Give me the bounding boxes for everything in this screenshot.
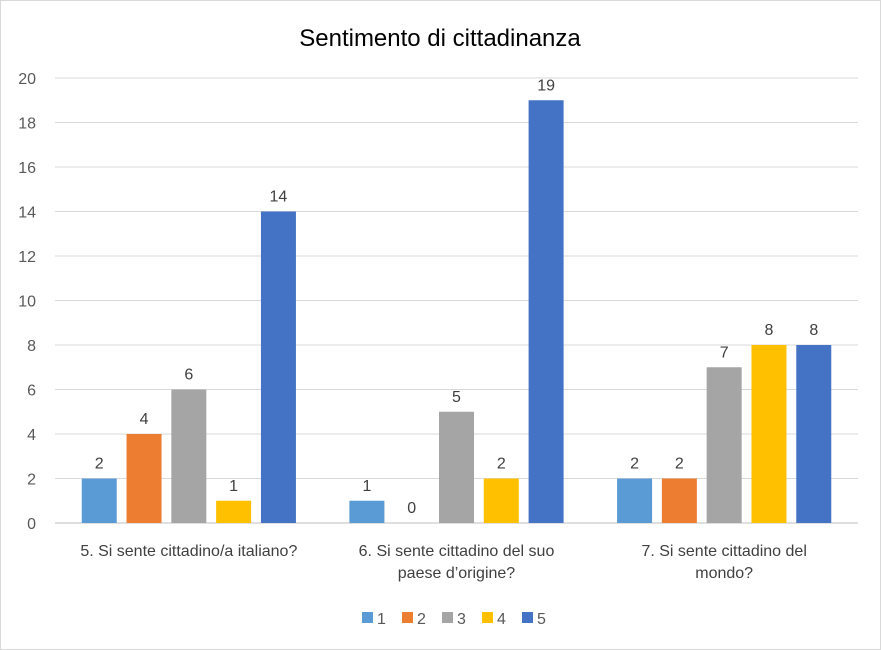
legend-label: 1: [377, 611, 386, 628]
legend-swatch-2: [402, 612, 413, 623]
x-tick-label: mondo?: [695, 565, 753, 582]
data-label: 8: [809, 322, 818, 339]
legend-label: 3: [457, 611, 466, 628]
legend-swatch-1: [362, 612, 373, 623]
bar-1: [349, 500, 385, 523]
legend-swatch-3: [442, 612, 453, 623]
bar-4: [483, 478, 519, 523]
y-tick-label: 16: [18, 160, 36, 177]
legend-swatch-5: [522, 612, 533, 623]
x-tick-label: paese d’origine?: [398, 565, 516, 582]
legend-label: 2: [417, 611, 426, 628]
data-label: 1: [362, 478, 371, 495]
data-label: 14: [270, 189, 288, 206]
bar-2: [661, 478, 697, 523]
legend-label: 5: [537, 611, 546, 628]
data-label: 1: [229, 478, 238, 495]
bar-5: [796, 345, 832, 523]
y-tick-label: 4: [27, 427, 36, 444]
y-tick-label: 18: [18, 116, 36, 133]
data-label: 2: [630, 456, 639, 473]
bar-1: [617, 478, 653, 523]
y-tick-label: 0: [27, 516, 36, 533]
legend-swatch-4: [482, 612, 493, 623]
bar-4: [216, 500, 252, 523]
y-tick-label: 10: [18, 294, 36, 311]
bar-3: [439, 411, 474, 523]
bar-3: [706, 367, 742, 523]
y-tick-label: 14: [18, 205, 36, 222]
x-tick-label: 6. Si sente cittadino del suo: [359, 543, 555, 560]
bar-3: [171, 389, 207, 523]
data-label: 2: [95, 456, 104, 473]
bar-1: [81, 478, 117, 523]
data-label: 2: [675, 456, 684, 473]
bar-4: [751, 345, 787, 523]
y-tick-label: 8: [27, 338, 36, 355]
bar-5: [528, 100, 564, 523]
y-tick-label: 12: [18, 249, 36, 266]
data-label: 4: [140, 411, 149, 428]
data-label: 7: [720, 344, 729, 361]
data-label: 6: [184, 367, 193, 384]
data-label: 8: [765, 322, 774, 339]
x-tick-label: 7. Si sente cittadino del: [641, 543, 806, 560]
y-tick-label: 20: [18, 71, 36, 88]
chart-title: Sentimento di cittadinanza: [299, 25, 581, 52]
data-label: 5: [452, 389, 461, 406]
legend-label: 4: [497, 611, 506, 628]
y-tick-label: 2: [27, 472, 36, 489]
bar-2: [126, 434, 162, 523]
data-label: 2: [497, 456, 506, 473]
data-label: 19: [537, 77, 555, 94]
bar-5: [260, 211, 296, 523]
x-tick-label: 5. Si sente cittadino/a italiano?: [80, 543, 297, 560]
y-tick-label: 6: [27, 383, 36, 400]
data-label: 0: [407, 500, 416, 517]
